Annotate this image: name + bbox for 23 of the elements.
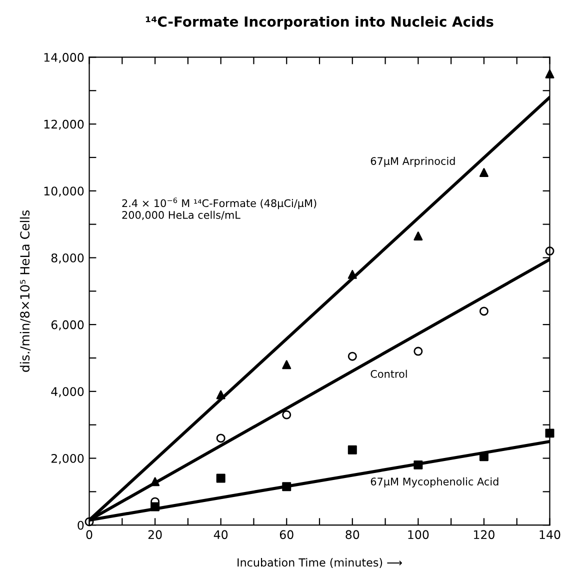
x-tick-label: 60 [280, 530, 294, 540]
x-tick-label: 100 [408, 530, 429, 540]
annotation: 2.4 × 10$^{−6}$ M ¹⁴C-Formate (48μCi/μM) 200,000 HeLa cells/mL [122, 198, 316, 220]
series-label: 67μM Mycophenolic Acid [370, 477, 498, 488]
y-axis-title: dis./min/8×10⁵ HeLa Cells [20, 210, 31, 372]
y-tick-label: 4,000 [51, 387, 84, 398]
y-tick-label: 14,000 [44, 52, 84, 64]
x-tick-label: 80 [346, 530, 360, 540]
chart-title: ¹⁴C-Formate Incorporation into Nucleic Acids [146, 16, 494, 30]
series-label: 67μM Arprinocid [370, 156, 455, 167]
series-label: Control [370, 370, 407, 378]
y-tick-label: 2,000 [51, 454, 84, 464]
x-tick-label: 40 [214, 530, 228, 540]
y-tick-label: 8,000 [51, 253, 84, 264]
x-tick-label: 0 [86, 530, 92, 540]
y-tick-label: 12,000 [44, 120, 84, 130]
x-tick-label: 20 [148, 530, 162, 540]
y-tick-label: 6,000 [51, 320, 84, 330]
y-tick-label: 10,000 [44, 186, 84, 197]
x-axis-title: Incubation Time (minutes) ⟶ [238, 558, 402, 568]
x-tick-label: 120 [474, 530, 494, 540]
x-tick-label: 140 [540, 530, 560, 540]
y-tick-label: 0 [78, 520, 84, 530]
